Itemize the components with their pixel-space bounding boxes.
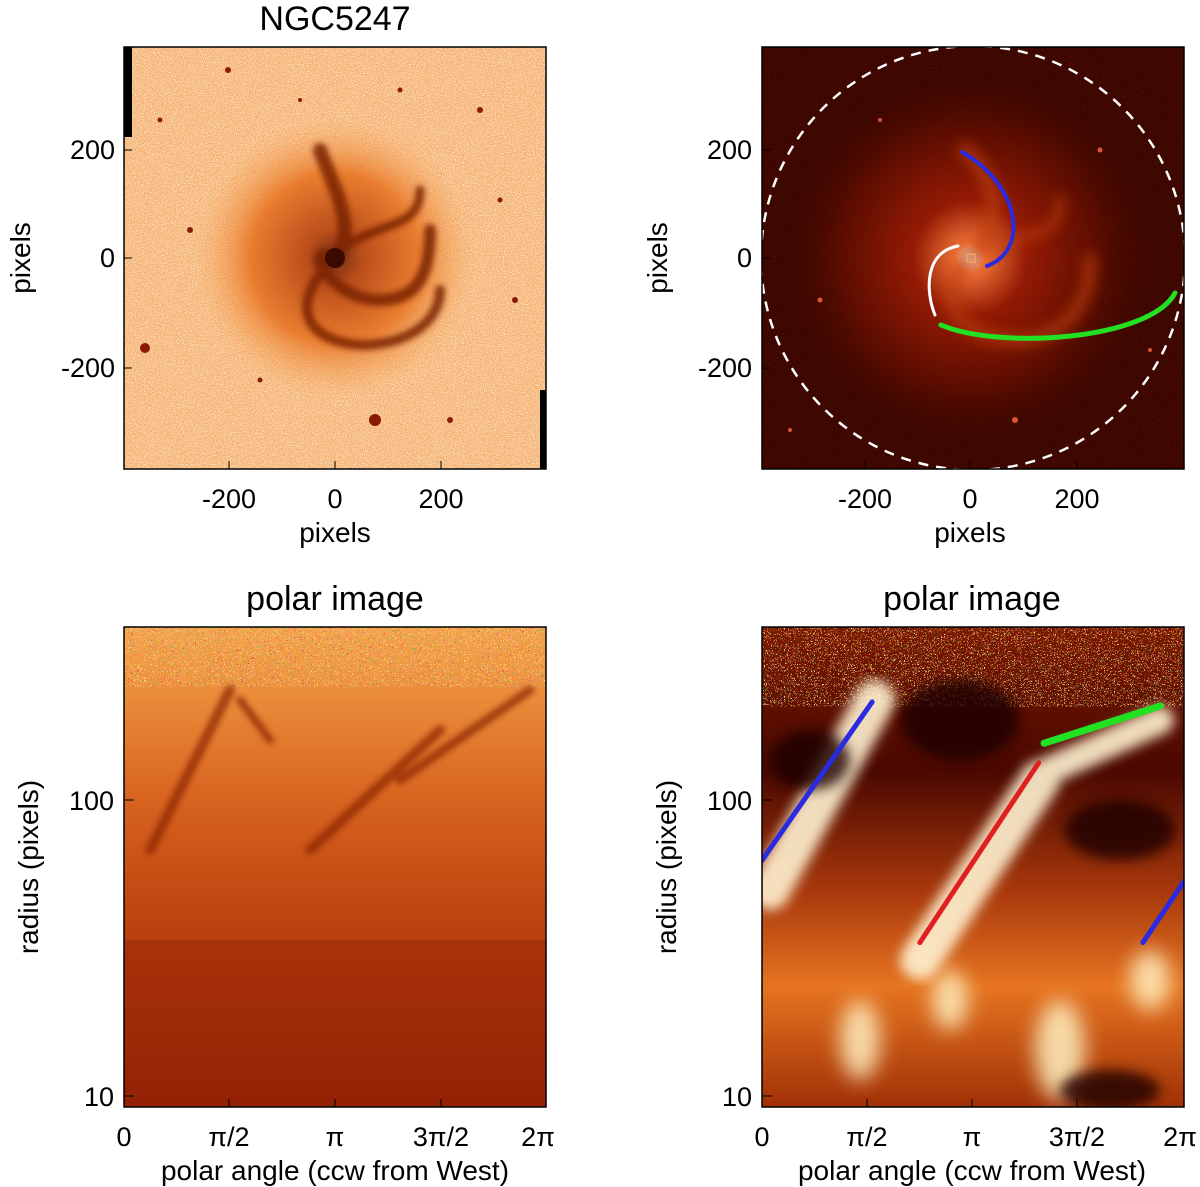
arm-fit-blue-2 bbox=[1140, 879, 1184, 946]
tick-label: 3π/2 bbox=[413, 1122, 469, 1152]
arm-blue bbox=[960, 150, 1016, 268]
panel-galaxy-image: NGC5247 -200 0 bbox=[5, 0, 547, 548]
galaxy-image bbox=[124, 47, 546, 469]
panel-br-yticks: 100 10 bbox=[707, 786, 772, 1112]
panel-bl-ylabel: radius (pixels) bbox=[13, 780, 44, 954]
arm-white bbox=[927, 244, 960, 317]
tick-label: π/2 bbox=[846, 1122, 887, 1152]
tick-label: -200 bbox=[61, 353, 115, 383]
panel-tr-ylabel: pixels bbox=[642, 222, 673, 294]
tick-label: π bbox=[326, 1122, 345, 1152]
tick-label: 2π bbox=[1163, 1122, 1197, 1152]
tick-label: 100 bbox=[707, 786, 752, 816]
panel-bl-xticks: 0 π/2 π 3π/2 2π bbox=[116, 1099, 555, 1152]
tick-label: 0 bbox=[327, 484, 342, 514]
panel-polar-image: polar image 0 π/2 π 3π/2 2π 100 10 bbox=[13, 580, 555, 1186]
arm-fit-red bbox=[917, 760, 1042, 946]
arm-overlays bbox=[927, 150, 1178, 341]
panel-br-xlabel: polar angle (ccw from West) bbox=[798, 1155, 1146, 1186]
arm-green bbox=[938, 290, 1178, 341]
panel-bl-xlabel: polar angle (ccw from West) bbox=[161, 1155, 509, 1186]
tick-label: 200 bbox=[1054, 484, 1099, 514]
tick-label: -200 bbox=[698, 353, 752, 383]
panel-tr-yticks: 200 0 -200 bbox=[698, 135, 770, 383]
panel-tl-xlabel: pixels bbox=[299, 517, 371, 548]
panel-tl-title: NGC5247 bbox=[259, 0, 410, 38]
arm-fit-blue-1 bbox=[762, 699, 875, 863]
tick-label: π bbox=[963, 1122, 982, 1152]
tick-label: -200 bbox=[838, 484, 892, 514]
tick-label: 10 bbox=[722, 1082, 752, 1112]
tick-label: 200 bbox=[418, 484, 463, 514]
panel-br-ylabel: radius (pixels) bbox=[651, 780, 682, 954]
panel-br-title: polar image bbox=[883, 580, 1061, 618]
tick-label: 100 bbox=[69, 786, 114, 816]
panel-polar-arms: polar image bbox=[651, 580, 1197, 1186]
tick-label: -200 bbox=[202, 484, 256, 514]
galaxy-arms-image bbox=[762, 47, 1184, 469]
panel-tr-xticks: -200 0 200 bbox=[838, 461, 1100, 514]
tick-label: 0 bbox=[962, 484, 977, 514]
tick-label: 0 bbox=[754, 1122, 769, 1152]
stars bbox=[140, 67, 518, 426]
tick-label: 200 bbox=[707, 135, 752, 165]
tick-label: 0 bbox=[737, 243, 752, 273]
tick-label: 0 bbox=[116, 1122, 131, 1152]
polar-arms-image bbox=[762, 627, 1184, 1107]
panel-br-xticks: 0 π/2 π 3π/2 2π bbox=[754, 1099, 1197, 1152]
tick-label: 200 bbox=[70, 135, 115, 165]
tick-label: 3π/2 bbox=[1049, 1122, 1105, 1152]
tick-label: π/2 bbox=[208, 1122, 249, 1152]
polar-arm-fits bbox=[762, 699, 1184, 946]
tick-label: 10 bbox=[84, 1082, 114, 1112]
tick-label: 0 bbox=[100, 243, 115, 273]
panel-tl-ylabel: pixels bbox=[5, 222, 36, 294]
panel-tl-yticks: 200 0 -200 bbox=[61, 135, 132, 383]
panel-bl-title: polar image bbox=[246, 580, 424, 618]
panel-bl-yticks: 100 10 bbox=[69, 786, 134, 1112]
polar-image bbox=[124, 627, 546, 1107]
arm-fit-green bbox=[1040, 702, 1164, 747]
panel-tr-xlabel: pixels bbox=[934, 517, 1006, 548]
tick-label: 2π bbox=[521, 1122, 555, 1152]
panel-tl-xticks: -200 0 200 bbox=[202, 461, 464, 514]
panel-galaxy-arms: -200 0 200 200 0 -200 pixels pixels bbox=[642, 46, 1185, 548]
